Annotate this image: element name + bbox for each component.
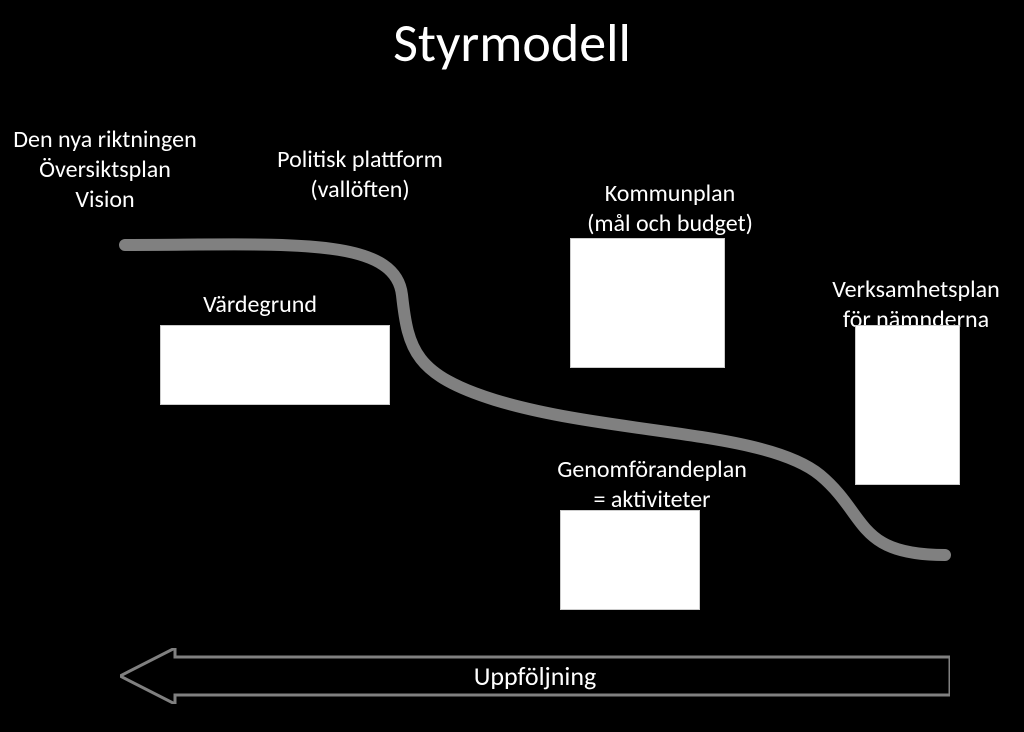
followup-arrow: Uppföljning <box>120 648 950 704</box>
box-kommunplan <box>570 238 725 368</box>
diagram-title: Styrmodell <box>0 10 1024 76</box>
label-genomforande: Genomförandeplan = aktiviteter <box>532 455 772 515</box>
box-genomforande <box>560 510 700 610</box>
box-verksamhet <box>855 325 960 485</box>
label-kommunplan: Kommunplan (mål och budget) <box>555 179 785 239</box>
followup-arrow-label: Uppföljning <box>120 648 950 704</box>
box-vardegrund <box>160 325 390 405</box>
label-politisk: Politisk plattform (vallöften) <box>250 145 470 205</box>
label-left-group: Den nya riktningen Översiktsplan Vision <box>5 125 205 215</box>
label-vardegrund: Värdegrund <box>180 290 340 320</box>
